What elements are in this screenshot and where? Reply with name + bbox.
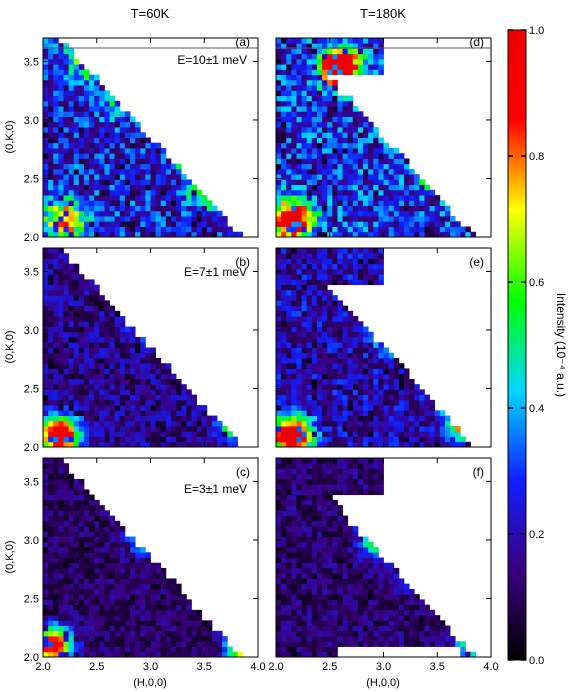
colorbar-tick-label: 0.0: [529, 655, 544, 667]
column-title-60k: T=60K: [131, 6, 170, 21]
y-tick-label: 2.0: [24, 652, 39, 664]
y-tick-label: 2.5: [24, 593, 39, 605]
y-axis-label-top: (0,K,0): [4, 120, 16, 153]
x-tick-label: 2.5: [322, 661, 337, 673]
energy-label-7mev: E=7±1 meV: [184, 265, 247, 279]
y-tick-label: 3.5: [24, 266, 39, 278]
panel-label-a: (a): [235, 35, 250, 49]
colorbar-tick-label: 0.6: [529, 277, 544, 289]
colorbar: [507, 29, 527, 661]
y-tick-label: 3.0: [24, 115, 39, 127]
panel-label-b: (b): [235, 255, 250, 269]
panel-d-heatmap: [276, 38, 477, 237]
x-axis-label-right: (H,0,0): [366, 677, 400, 689]
x-tick-label: 3.0: [143, 661, 158, 673]
y-tick-label: 2.5: [24, 173, 39, 185]
x-tick-label: 2.5: [89, 661, 104, 673]
x-tick-label: 4.0: [250, 661, 265, 673]
y-tick-label: 2.0: [24, 442, 39, 454]
y-tick-label: 3.0: [24, 535, 39, 547]
x-tick-label: 2.0: [35, 661, 50, 673]
colorbar-tick-label: 1.0: [529, 25, 544, 37]
y-tick-label: 3.5: [24, 56, 39, 68]
panel-b-heatmap: [43, 248, 238, 447]
y-axis-label-middle: (0,K,0): [4, 330, 16, 363]
panel-label-f: (f): [473, 465, 484, 479]
panel-label-c: (c): [236, 465, 250, 479]
panel-c-heatmap: [43, 458, 244, 657]
colorbar-label: Intensity (10⁻⁴ a.u.): [554, 293, 568, 397]
x-axis-label-left: (H,0,0): [133, 677, 167, 689]
y-tick-label: 2.0: [24, 232, 39, 244]
y-tick-label: 2.5: [24, 383, 39, 395]
colorbar-tick-label: 0.4: [529, 403, 544, 415]
panel-e-heatmap: [276, 248, 471, 447]
column-title-180k: T=180K: [360, 6, 406, 21]
y-tick-label: 3.5: [24, 476, 39, 488]
colorbar-ticks: 0.0 0.2 0.4 0.6 0.8 1.0: [508, 25, 544, 667]
panel-label-d: (d): [469, 35, 484, 49]
energy-label-10mev: E=10±1 meV: [177, 53, 247, 67]
y-tick-label: 3.0: [24, 325, 39, 337]
x-tick-label: 3.5: [197, 661, 212, 673]
x-tick-label: 3.0: [376, 661, 391, 673]
x-tick-label: 2.0: [268, 661, 283, 673]
panel-f-heatmap: [276, 458, 477, 657]
energy-label-3mev: E=3±1 meV: [184, 482, 247, 496]
panel-a-heatmap: [43, 38, 244, 237]
x-tick-label: 4.0: [483, 661, 498, 673]
colorbar-tick-label: 0.8: [529, 151, 544, 163]
y-axis-label-bottom: (0,K,0): [4, 540, 16, 573]
panel-label-e: (e): [469, 255, 484, 269]
panel-frames: 2.02.53.03.52.02.53.03.52.0 2.5 3.0 3.5 4.02…: [24, 37, 499, 673]
x-tick-label: 3.5: [430, 661, 445, 673]
colorbar-tick-label: 0.2: [529, 529, 544, 541]
